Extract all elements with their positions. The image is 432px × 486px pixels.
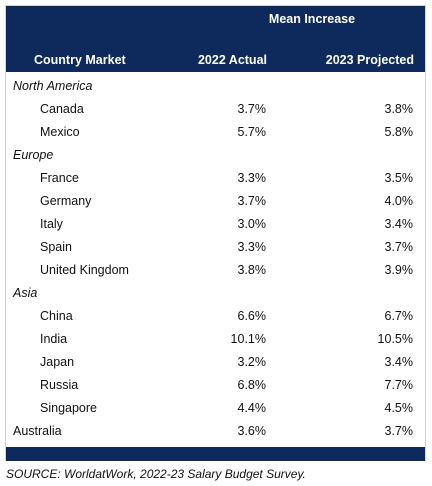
country-label: India bbox=[40, 332, 68, 346]
projected-2023-cell: 10.5% bbox=[377, 332, 413, 346]
projected-2023-cell: 3.5% bbox=[384, 171, 414, 185]
projected-2023-cell: 3.4% bbox=[384, 355, 414, 369]
projected-2023-cell: 3.7% bbox=[384, 424, 414, 438]
actual-2022-cell: 3.6% bbox=[237, 424, 267, 438]
projected-2023-cell: 3.9% bbox=[384, 263, 414, 277]
table-row: United Kingdom 3.8% 3.9% bbox=[6, 258, 425, 281]
actual-2022-cell: 3.7% bbox=[237, 194, 267, 208]
table-row: Mexico 5.7% 5.8% bbox=[6, 120, 425, 143]
actual-2022-cell: 3.8% bbox=[237, 263, 267, 277]
actual-2022-cell: 6.8% bbox=[237, 378, 267, 392]
country-market-header: Country Market bbox=[34, 53, 126, 67]
region-label: Asia bbox=[13, 286, 38, 300]
table-row: Germany 3.7% 4.0% bbox=[6, 189, 425, 212]
mean-increase-header: Mean Increase bbox=[268, 12, 356, 26]
actual-2022-cell: 4.4% bbox=[237, 401, 267, 415]
country-label: Spain bbox=[40, 240, 72, 254]
country-label: Australia bbox=[13, 424, 62, 438]
country-label: Germany bbox=[40, 194, 92, 208]
projected-2023-cell: 3.4% bbox=[384, 217, 414, 231]
projected-2023-cell: 6.7% bbox=[384, 309, 414, 323]
actual-2022-cell: 3.0% bbox=[237, 217, 267, 231]
country-label: China bbox=[40, 309, 73, 323]
region-label: Europe bbox=[13, 148, 54, 162]
table-row: India 10.1% 10.5% bbox=[6, 327, 425, 350]
table-footer-bar bbox=[6, 447, 425, 461]
projected-2023-cell: 7.7% bbox=[384, 378, 414, 392]
country-label: Italy bbox=[40, 217, 63, 231]
actual-2022-cell: 3.3% bbox=[237, 171, 267, 185]
country-label: United Kingdom bbox=[40, 263, 129, 277]
region-header-row: Asia bbox=[6, 281, 425, 304]
country-label: Mexico bbox=[40, 125, 80, 139]
actual-2022-header: 2022 Actual bbox=[197, 53, 267, 67]
region-header-row: North America bbox=[6, 74, 425, 97]
region-label: North America bbox=[13, 79, 93, 93]
table-row: Russia 6.8% 7.7% bbox=[6, 373, 425, 396]
table-row: Singapore 4.4% 4.5% bbox=[6, 396, 425, 419]
projected-2023-cell: 4.0% bbox=[384, 194, 414, 208]
country-label: Canada bbox=[40, 102, 84, 116]
region-header-row: Europe bbox=[6, 143, 425, 166]
country-label: Japan bbox=[40, 355, 75, 369]
projected-2023-cell: 3.7% bbox=[384, 240, 414, 254]
projected-2023-header: 2023 Projected bbox=[325, 53, 414, 67]
country-label: Singapore bbox=[40, 401, 97, 415]
country-label: Russia bbox=[40, 378, 79, 392]
table-row: Australia 3.6% 3.7% bbox=[6, 419, 425, 442]
table-row: Spain 3.3% 3.7% bbox=[6, 235, 425, 258]
source-note: SOURCE: WorldatWork, 2022-23 Salary Budg… bbox=[6, 467, 306, 481]
table-row: Japan 3.2% 3.4% bbox=[6, 350, 425, 373]
actual-2022-cell: 10.1% bbox=[230, 332, 266, 346]
actual-2022-cell: 6.6% bbox=[237, 309, 267, 323]
projected-2023-cell: 5.8% bbox=[384, 125, 414, 139]
table-header: Mean Increase Country Market 2022 Actual… bbox=[6, 6, 425, 72]
table-row: France 3.3% 3.5% bbox=[6, 166, 425, 189]
actual-2022-cell: 3.7% bbox=[237, 102, 267, 116]
table-body: North America Canada 3.7% 3.8% Mexico 5.7% 5.8… bbox=[6, 74, 425, 442]
table-row: Italy 3.0% 3.4% bbox=[6, 212, 425, 235]
projected-2023-cell: 4.5% bbox=[384, 401, 414, 415]
actual-2022-cell: 3.2% bbox=[237, 355, 267, 369]
actual-2022-cell: 3.3% bbox=[237, 240, 267, 254]
country-label: France bbox=[40, 171, 79, 185]
table-row: China 6.6% 6.7% bbox=[6, 304, 425, 327]
projected-2023-cell: 3.8% bbox=[384, 102, 414, 116]
actual-2022-cell: 5.7% bbox=[237, 125, 267, 139]
table-row: Canada 3.7% 3.8% bbox=[6, 97, 425, 120]
